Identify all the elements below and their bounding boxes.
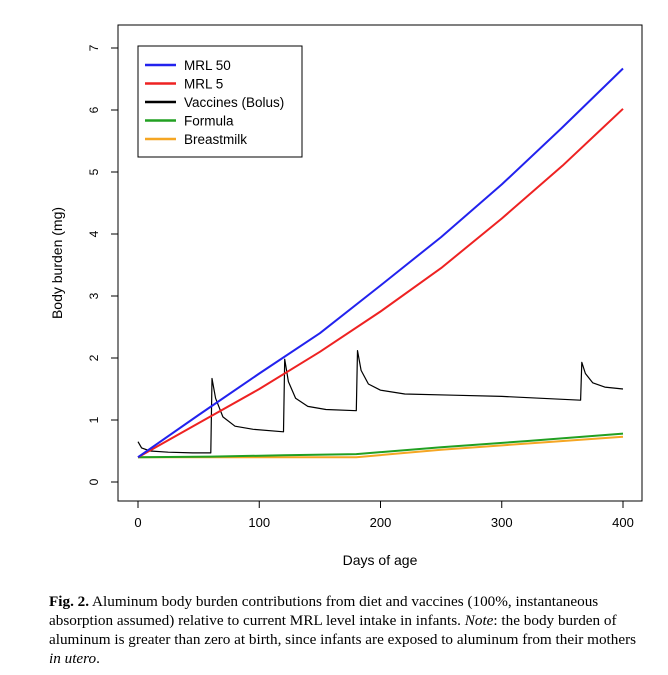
series-lines — [137, 67, 624, 459]
axes: 0 100 200 300 400 0 1 2 3 4 5 6 7 — [87, 44, 634, 530]
y-tick-label-0: 0 — [87, 478, 101, 485]
figure-caption: Fig. 2. Aluminum body burden contributio… — [49, 592, 649, 668]
legend-label-mrl-50: MRL 50 — [184, 58, 231, 73]
caption-note-label: Note — [464, 612, 494, 629]
series-line-mrl-50 — [137, 67, 624, 459]
x-axis-label: Days of age — [343, 552, 418, 568]
caption-end: . — [96, 650, 100, 667]
x-tick-label-400: 400 — [612, 515, 634, 530]
x-tick-label-0: 0 — [134, 515, 141, 530]
caption-note-text: : the body burden of aluminum is greater… — [49, 612, 637, 648]
series-line-mrl-5 — [137, 108, 624, 459]
y-tick-label-1: 1 — [87, 416, 101, 423]
y-tick-label-5: 5 — [87, 168, 101, 175]
y-tick-label-7: 7 — [87, 44, 101, 51]
series-line-formula — [137, 432, 624, 459]
x-tick-label-300: 300 — [491, 515, 513, 530]
legend-label-formula: Formula — [184, 114, 234, 129]
caption-label: Fig. 2. — [49, 593, 90, 610]
y-tick-label-6: 6 — [87, 106, 101, 113]
legend-label-mrl-5: MRL 5 — [184, 77, 223, 92]
y-tick-label-4: 4 — [87, 230, 101, 237]
x-tick-label-200: 200 — [370, 515, 392, 530]
legend: MRL 50 MRL 5 Vaccines (Bolus) Formula Breast… — [137, 45, 303, 158]
series-line-vaccines-bolus — [137, 350, 624, 454]
x-tick-label-100: 100 — [248, 515, 270, 530]
line-chart: 0 100 200 300 400 0 1 2 3 4 5 6 7 MRL 50 MRL 5 Vaccine… — [49, 24, 643, 568]
caption-in-utero: in utero — [49, 650, 97, 667]
y-axis-label: Body burden (mg) — [49, 207, 65, 319]
caption-text: Aluminum body burden contributions from … — [49, 593, 599, 629]
y-tick-label-3: 3 — [87, 292, 101, 299]
legend-label-breastmilk: Breastmilk — [184, 132, 247, 147]
legend-label-vaccines-bolus: Vaccines (Bolus) — [184, 95, 284, 110]
y-tick-label-2: 2 — [87, 354, 101, 361]
